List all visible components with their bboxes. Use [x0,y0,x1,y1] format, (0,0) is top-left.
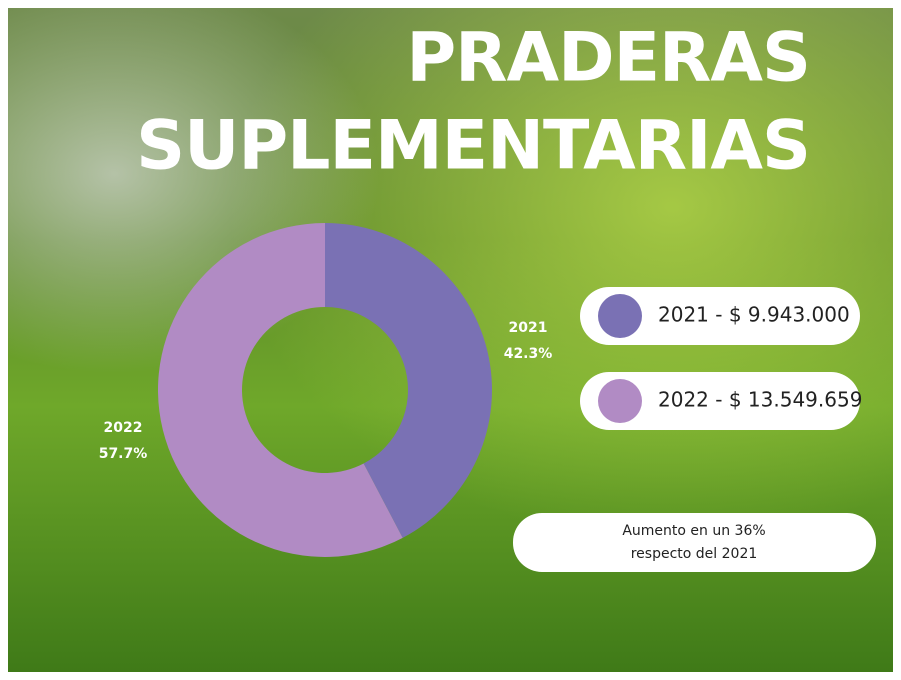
data-label-value: 57.7% [99,446,148,462]
annotation: respecto del 2021 [631,546,758,562]
data-label-value: 42.3% [504,346,553,362]
title-line: PRADERAS [406,19,810,98]
annotation-pill [513,513,876,572]
data-label-category: 2022 [104,420,143,436]
legend-swatch [598,379,642,423]
annotation: Aumento en un 36% [622,523,765,539]
donut-segment [158,223,403,557]
legend-pill [580,287,860,345]
legend-pill [580,372,860,430]
legend-label: 2022 - $ 13.549.659 [658,388,862,412]
donut-segment [325,223,492,538]
legend-label: 2021 - $ 9.943.000 [658,303,850,327]
data-label-category: 2021 [509,320,548,336]
legend-swatch [598,294,642,338]
title-line: SUPLEMENTARIAS [136,107,810,186]
